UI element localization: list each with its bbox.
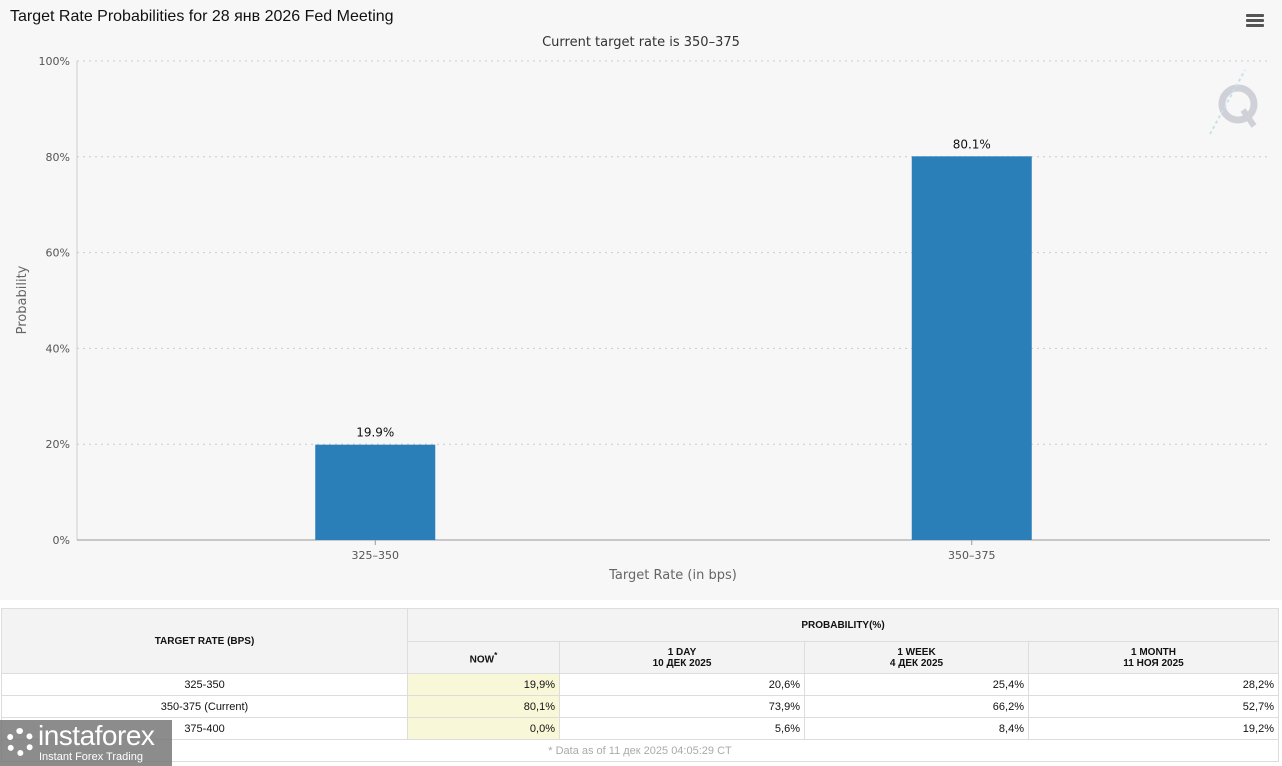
header-label: 1 DAY (667, 646, 697, 658)
y-tick-label: 40% (46, 342, 70, 355)
probability-cell: 80,1% (407, 695, 560, 718)
x-tick-label: 325–350 (352, 549, 400, 562)
bar (315, 444, 436, 540)
bar (911, 156, 1032, 541)
chart-subtitle: Current target rate is 350–375 (542, 35, 740, 50)
header-label: 1 WEEK (897, 646, 936, 658)
header-1-week: 1 WEEK 4 ДЕК 2025 (804, 641, 1029, 674)
probability-cell: 73,9% (559, 695, 805, 718)
gear-logo-icon (6, 728, 34, 756)
footnote: * Data as of 11 дек 2025 04:05:29 CT (1, 739, 1279, 762)
probability-cell: 20,6% (559, 673, 805, 696)
header-target-rate: TARGET RATE (BPS) (1, 608, 408, 674)
header-1-month: 1 MONTH 11 НОЯ 2025 (1028, 641, 1279, 674)
probability-cell: 28,2% (1028, 673, 1279, 696)
probability-cell: 19,9% (407, 673, 560, 696)
chart-title: Target Rate Probabilities for 28 янв 202… (10, 8, 394, 25)
table-row: 350-375 (Current) 80,1% 73,9% 66,2% 52,7% (1, 695, 1279, 718)
probability-cell: 8,4% (804, 717, 1029, 740)
probability-cell: 0,0% (407, 717, 560, 740)
probability-cell: 25,4% (804, 673, 1029, 696)
x-tick-label: 350–375 (948, 549, 996, 562)
header-1-day: 1 DAY 10 ДЕК 2025 (559, 641, 805, 674)
probability-table: TARGET RATE (BPS) PROBABILITY(%) NOW* 1 … (1, 608, 1279, 762)
y-tick-label: 80% (46, 151, 70, 164)
q-logo-icon (1209, 69, 1258, 135)
y-tick-label: 60% (46, 247, 70, 260)
data-label: 19.9% (356, 426, 394, 440)
instaforex-watermark: instaforex Instant Forex Trading (0, 720, 172, 766)
header-probability: PROBABILITY(%) (407, 608, 1279, 642)
watermark-tagline: Instant Forex Trading (39, 751, 143, 763)
hamburger-icon[interactable] (1246, 14, 1264, 28)
header-date: 10 ДЕК 2025 (652, 657, 712, 669)
header-label: 1 MONTH (1131, 646, 1176, 658)
probability-cell: 5,6% (559, 717, 805, 740)
chart-container: Target Rate Probabilities for 28 янв 202… (10, 8, 1270, 583)
header-now: NOW* (407, 641, 560, 674)
header-date: 4 ДЕК 2025 (889, 657, 944, 669)
probability-cell: 19,2% (1028, 717, 1279, 740)
y-tick-label: 100% (39, 55, 70, 68)
now-marker: * (494, 649, 498, 660)
rate-cell: 350-375 (Current) (1, 695, 408, 718)
data-label: 80.1% (953, 137, 991, 151)
probability-cell: 66,2% (804, 695, 1029, 718)
header-date: 11 НОЯ 2025 (1123, 657, 1184, 669)
header-now-label: NOW (469, 654, 495, 666)
y-tick-label: 0% (53, 534, 70, 547)
table-row: 375-400 0,0% 5,6% 8,4% 19,2% (1, 717, 1279, 740)
watermark-brand: instaforex (38, 720, 155, 751)
probability-cell: 52,7% (1028, 695, 1279, 718)
x-axis-label: Target Rate (in bps) (608, 568, 737, 583)
rate-cell: 325-350 (1, 673, 408, 696)
table-row: 325-350 19,9% 20,6% 25,4% 28,2% (1, 673, 1279, 696)
bar-chart: Probability Target Rate (in bps) 0% 20% 40… (15, 55, 1270, 583)
y-tick-label: 20% (46, 438, 70, 451)
y-axis-label: Probability (15, 265, 30, 334)
